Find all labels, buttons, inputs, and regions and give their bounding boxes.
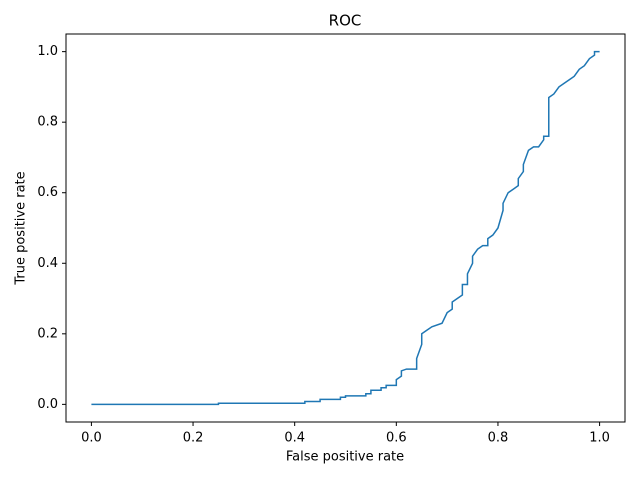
x-tick-label: 1.0 <box>589 431 610 446</box>
x-tick-label: 0.6 <box>386 431 407 446</box>
x-tick-label: 0.0 <box>81 431 102 446</box>
y-tick-label: 1.0 <box>37 44 58 59</box>
roc-line <box>91 50 600 406</box>
x-tick-label: 0.4 <box>284 431 305 446</box>
y-axis-label: True positive rate <box>14 171 29 285</box>
y-tick-label: 0.2 <box>37 326 58 341</box>
y-tick-label: 0.6 <box>37 185 58 200</box>
y-tick-label: 0.4 <box>37 256 58 271</box>
chart-title: ROC <box>329 12 362 30</box>
x-axis-label: False positive rate <box>286 450 404 465</box>
x-tick-label: 0.8 <box>488 431 509 446</box>
x-tick-label: 0.2 <box>183 431 204 446</box>
y-tick-label: 0.8 <box>37 115 58 130</box>
axes-frame <box>65 33 626 423</box>
y-tick-label: 0.0 <box>37 397 58 412</box>
